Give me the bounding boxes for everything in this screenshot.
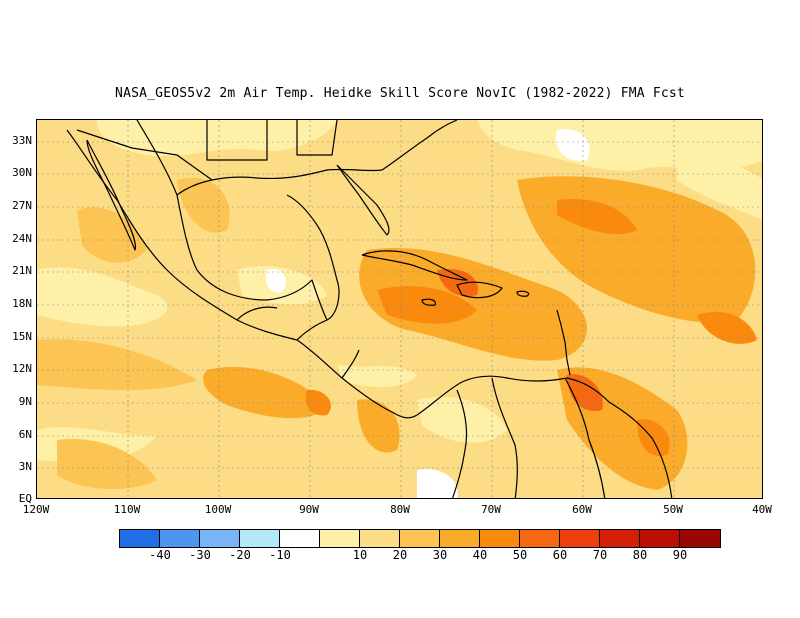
colorbar-swatch <box>560 530 600 547</box>
colorbar-swatch <box>120 530 160 547</box>
colorbar-label: 40 <box>472 548 488 562</box>
colorbar-label: 30 <box>432 548 448 562</box>
colorbar-swatch <box>240 530 280 547</box>
colorbar-label: 60 <box>552 548 568 562</box>
lon-tick: 110W <box>113 503 141 516</box>
map-field <box>37 120 762 498</box>
lat-tick: 3N <box>18 460 32 473</box>
colorbar-label: 10 <box>352 548 368 562</box>
colorbar-label: -40 <box>149 548 171 562</box>
colorbar-label: 80 <box>632 548 648 562</box>
lon-tick: 70W <box>481 503 501 516</box>
lon-tick: 80W <box>390 503 410 516</box>
colorbar <box>119 529 721 548</box>
lat-tick: 33N <box>12 134 32 147</box>
lat-tick: 21N <box>12 264 32 277</box>
colorbar-label: 90 <box>672 548 688 562</box>
colorbar-swatch <box>320 530 360 547</box>
lat-tick: EQ <box>18 492 32 505</box>
lat-tick: 12N <box>12 362 32 375</box>
lon-tick: 120W <box>22 503 50 516</box>
lon-tick: 50W <box>663 503 683 516</box>
colorbar-swatch <box>280 530 320 547</box>
colorbar-swatch <box>360 530 400 547</box>
colorbar-swatch <box>200 530 240 547</box>
lat-tick: 15N <box>12 330 32 343</box>
colorbar-swatch <box>600 530 640 547</box>
colorbar-swatch <box>680 530 720 547</box>
colorbar-swatch <box>440 530 480 547</box>
colorbar-swatch <box>480 530 520 547</box>
colorbar-label: 70 <box>592 548 608 562</box>
plot-title: NASA_GEOS5v2 2m Air Temp. Heidke Skill S… <box>115 86 685 101</box>
lat-tick: 6N <box>18 428 32 441</box>
lat-tick: 9N <box>18 395 32 408</box>
colorbar-label: 20 <box>392 548 408 562</box>
lon-tick: 100W <box>204 503 232 516</box>
lat-tick: 24N <box>12 232 32 245</box>
lat-tick: 18N <box>12 297 32 310</box>
lat-tick: 27N <box>12 199 32 212</box>
light-patches <box>37 120 762 498</box>
lon-tick: 60W <box>572 503 592 516</box>
graticule <box>37 120 762 498</box>
colorbar-swatch <box>520 530 560 547</box>
colorbar-swatch <box>160 530 200 547</box>
lon-tick: 90W <box>299 503 319 516</box>
colorbar-swatch <box>640 530 680 547</box>
colorbar-swatch <box>400 530 440 547</box>
lat-tick: 30N <box>12 166 32 179</box>
skill-score-map <box>36 119 763 499</box>
colorbar-label: -10 <box>269 548 291 562</box>
coastlines <box>66 120 673 498</box>
colorbar-label: -30 <box>189 548 211 562</box>
lon-tick: 40W <box>752 503 772 516</box>
colorbar-label: 50 <box>512 548 528 562</box>
colorbar-label: -20 <box>229 548 251 562</box>
